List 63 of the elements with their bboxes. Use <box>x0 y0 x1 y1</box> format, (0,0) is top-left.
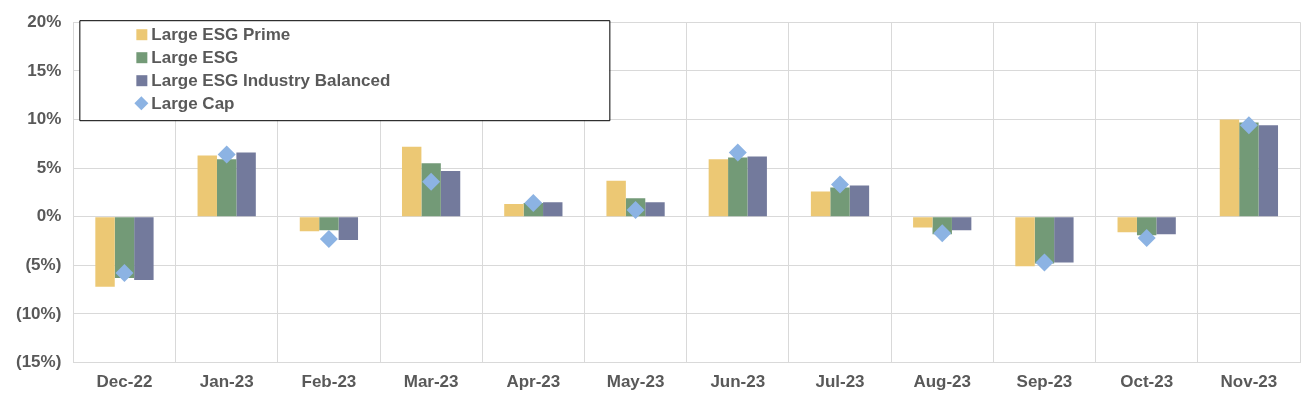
legend-label: Large ESG Prime <box>151 24 291 44</box>
bar <box>913 217 933 228</box>
x-tick-label: Aug-23 <box>913 372 972 392</box>
bar <box>338 217 359 241</box>
bar <box>830 187 850 217</box>
x-tick-label: Nov-23 <box>1220 372 1278 392</box>
x-tick-label: Jul-23 <box>815 372 865 392</box>
x-tick-label: Mar-23 <box>403 372 459 392</box>
bar <box>504 204 524 217</box>
x-tick-label: Dec-22 <box>96 372 153 392</box>
bar <box>1219 119 1240 217</box>
y-tick-label: 15% <box>27 60 62 80</box>
point <box>1239 116 1258 135</box>
y-tick-label: (5%) <box>25 255 62 275</box>
point <box>1035 253 1054 272</box>
bar <box>645 202 665 217</box>
bar <box>299 217 320 232</box>
x-tick-label: Apr-23 <box>506 372 561 392</box>
bar <box>810 191 831 217</box>
bar <box>197 155 217 217</box>
bar <box>728 157 748 217</box>
y-tick-label: 5% <box>36 157 62 177</box>
bar <box>216 159 237 217</box>
y-tick-label: (10%) <box>15 303 62 323</box>
bar <box>95 217 115 287</box>
bar <box>1258 125 1279 217</box>
x-tick-label: Feb-23 <box>301 372 357 392</box>
y-tick-label: (15%) <box>15 352 62 372</box>
x-tick-label: Jun-23 <box>710 372 766 392</box>
bar <box>134 217 154 280</box>
y-tick-label: 0% <box>36 206 62 226</box>
bar <box>606 180 626 217</box>
legend-label: Large Cap <box>151 93 235 113</box>
point <box>831 175 850 194</box>
bar <box>1239 122 1259 217</box>
bar <box>440 171 461 217</box>
bar <box>1117 217 1137 233</box>
bar <box>543 202 563 217</box>
bar <box>236 152 256 217</box>
legend-label: Large ESG <box>151 47 239 67</box>
bar <box>319 217 339 231</box>
x-tick-label: Jan-23 <box>199 372 254 392</box>
point <box>933 224 952 243</box>
point <box>217 145 236 164</box>
bar <box>849 185 870 217</box>
bar <box>951 217 972 231</box>
legend-label: Large ESG Industry Balanced <box>151 70 391 90</box>
point <box>115 264 134 283</box>
x-tick-label: May-23 <box>606 372 665 392</box>
x-tick-label: Oct-23 <box>1120 372 1174 392</box>
bar <box>401 146 422 217</box>
point <box>319 230 338 249</box>
bar <box>1015 217 1035 267</box>
bar <box>1156 217 1176 235</box>
bar <box>747 156 767 217</box>
bar <box>1054 217 1074 263</box>
y-tick-label: 20% <box>27 11 62 31</box>
y-tick-label: 10% <box>27 109 62 129</box>
point <box>1137 229 1156 248</box>
point <box>728 143 747 162</box>
point <box>524 194 543 213</box>
bar <box>708 159 729 217</box>
x-tick-label: Sep-23 <box>1016 372 1073 392</box>
